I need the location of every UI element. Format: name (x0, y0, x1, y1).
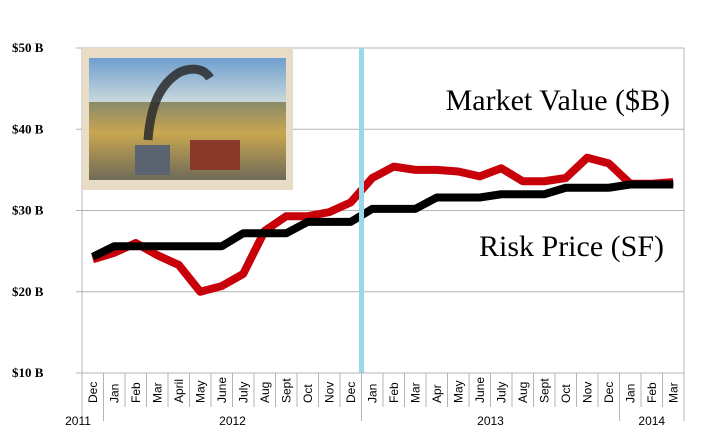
x-tick-label: Feb (129, 382, 143, 403)
smoke-plume (143, 64, 214, 141)
x-tick-label: Oct (301, 384, 315, 403)
x-tick-label: Dec (602, 382, 616, 403)
annotation-risk-price: Risk Price (SF) (479, 230, 664, 263)
x-tick-label: Jan (107, 384, 121, 403)
x-tick-label: Mar (666, 382, 680, 403)
y-tick-label: $10 B (12, 365, 44, 380)
x-tick-label: Dec (86, 382, 100, 403)
series-line-market-value (91, 153, 674, 296)
x-tick-label: Sept (279, 378, 293, 403)
oilfield-postcard-image (82, 48, 293, 190)
year-label: 2011 (65, 414, 91, 428)
x-tick-label: Aug (258, 382, 272, 403)
sky (89, 58, 286, 102)
x-tick-label: June (215, 377, 229, 403)
x-tick-label: Nov (322, 382, 336, 403)
y-tick-label: $30 B (12, 203, 44, 218)
x-tick-label: Oct (559, 384, 573, 403)
y-tick-label: $20 B (12, 284, 44, 299)
x-tick-label: Sept (537, 378, 551, 403)
x-tick-label: July (494, 382, 508, 403)
oilfield (89, 102, 286, 180)
y-tick-label: $40 B (12, 121, 44, 136)
x-tick-label: Mar (150, 382, 164, 403)
x-tick-label: Mar (408, 382, 422, 403)
x-tick-label: Aug (516, 382, 530, 403)
x-tick-label: July (236, 382, 250, 403)
y-tick-label: $50 B (12, 40, 44, 55)
series-line-risk-price (90, 180, 674, 261)
x-tick-label: Feb (387, 382, 401, 403)
x-tick-label: May (193, 380, 207, 403)
x-tick-label: Feb (645, 382, 659, 403)
x-tick-label: Jan (365, 384, 379, 403)
x-tick-label: Jan (623, 384, 637, 403)
annotation-market-value: Market Value ($B) (446, 84, 670, 117)
tanks (190, 140, 240, 170)
year-label: 2014 (638, 414, 665, 428)
x-tick-label: April (172, 379, 186, 403)
x-tick-label: Dec (344, 382, 358, 403)
x-tick-label: May (451, 380, 465, 403)
year-label: 2012 (219, 414, 246, 428)
x-tick-label: Apr (430, 384, 444, 403)
year-label: 2013 (477, 414, 504, 428)
x-tick-label: Nov (580, 382, 594, 403)
x-tick-label: June (473, 377, 487, 403)
refinery (135, 145, 170, 175)
